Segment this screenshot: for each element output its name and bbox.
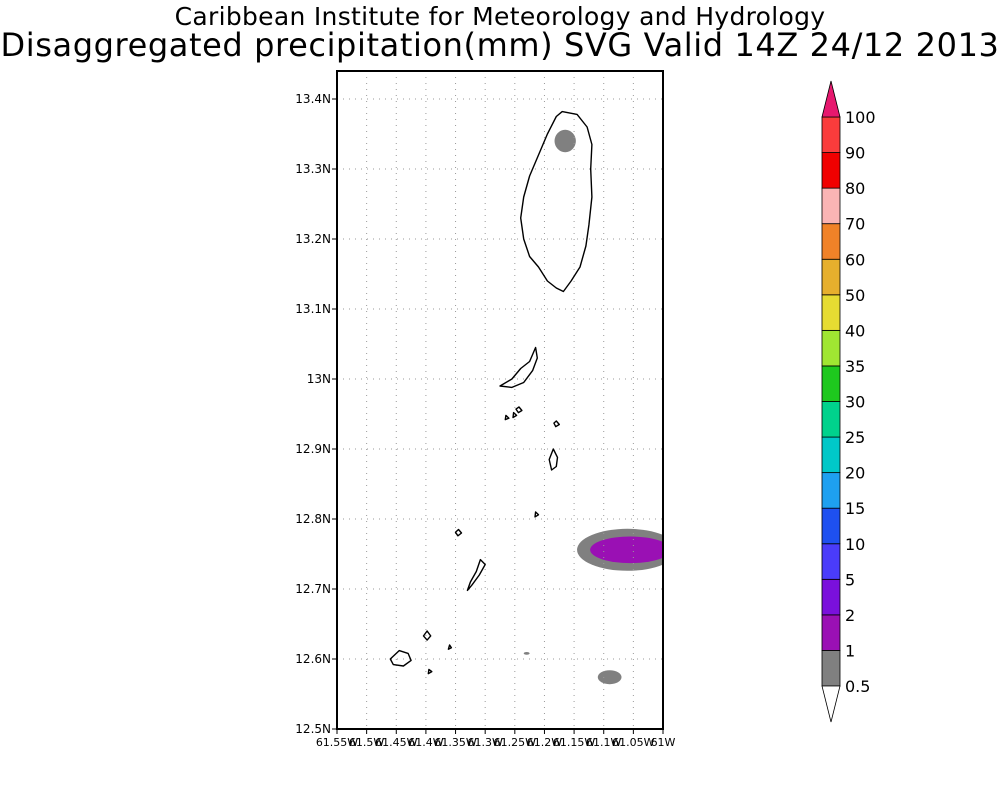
lon-tick-label: 61.15W xyxy=(553,736,595,749)
colorbar-segment xyxy=(821,401,841,438)
lat-tick-label: 12.5N xyxy=(295,722,331,736)
lat-tick-label: 13.3N xyxy=(295,162,331,176)
colorbar-segment xyxy=(821,472,841,509)
colorbar-label: 2 xyxy=(845,606,855,625)
lat-tick-label: 13.1N xyxy=(295,302,331,316)
lat-tick-label: 12.8N xyxy=(295,512,331,526)
colorbar-segment xyxy=(821,152,841,189)
precipitation-layer xyxy=(523,129,663,685)
colorbar-label: 25 xyxy=(845,428,865,447)
lat-tick-label: 12.6N xyxy=(295,652,331,666)
lat-tick-label: 13.2N xyxy=(295,232,331,246)
colorbar-lower-arrow xyxy=(821,685,841,723)
colorbar-label: 10 xyxy=(845,535,865,554)
colorbar-label: 5 xyxy=(845,570,855,589)
island-outline xyxy=(515,406,523,414)
colorbar-segment xyxy=(821,258,841,296)
lon-tick-label: 61.4W xyxy=(408,736,443,749)
island-outline xyxy=(447,644,453,650)
coastline-layer xyxy=(389,110,593,675)
island-outline xyxy=(553,420,560,428)
island-outline xyxy=(454,528,463,537)
precip-area-1-2 xyxy=(590,536,663,564)
island-outline xyxy=(548,448,559,471)
lat-tick-label: 12.7N xyxy=(295,582,331,596)
colorbar-label: 30 xyxy=(845,393,865,412)
map-gridlines xyxy=(337,71,664,729)
colorbar-segment xyxy=(821,507,841,545)
title-line-2: Disaggregated precipitation(mm) SVG Vali… xyxy=(0,26,1000,64)
colorbar-label: 50 xyxy=(845,286,865,305)
lon-tick-label: 61W xyxy=(651,736,676,749)
island-outline xyxy=(512,411,518,419)
lon-tick-label: 61.2W xyxy=(527,736,562,749)
title-line-1: Caribbean Institute for Meteorology and … xyxy=(174,2,826,31)
colorbar-label: 35 xyxy=(845,357,865,376)
map-frame xyxy=(336,70,664,730)
island-outline xyxy=(520,110,593,293)
colorbar-segment xyxy=(821,294,841,331)
latitude-axis: 12.5N 12.6N 12.7N 12.8N 12.9N 13N 13.1N 13.2N 13… xyxy=(295,92,337,736)
colorbar-segment xyxy=(821,578,841,616)
precip-area-0.5-1 xyxy=(554,129,576,153)
colorbar-segment xyxy=(821,116,841,153)
colorbar-segment xyxy=(821,365,841,402)
colorbar-label: 15 xyxy=(845,499,865,518)
colorbar-segment xyxy=(821,543,841,580)
lon-tick-label: 61.05W xyxy=(612,736,654,749)
colorbar-segment xyxy=(821,187,841,225)
colorbar-segment xyxy=(821,436,841,474)
colorbar-segment xyxy=(821,223,841,260)
lon-tick-label: 61.35W xyxy=(434,736,476,749)
colorbar-upper-arrow xyxy=(821,80,841,118)
colorbar-segment xyxy=(821,329,841,367)
island-outline xyxy=(466,558,486,592)
colorbar-label: 40 xyxy=(845,321,865,340)
lon-tick-label: 61.25W xyxy=(494,736,536,749)
lon-tick-label: 61.45W xyxy=(375,736,417,749)
colorbar-label: 80 xyxy=(845,179,865,198)
colorbar-segment xyxy=(821,614,841,651)
precip-area-0.5-1 xyxy=(523,652,530,655)
lat-tick-label: 13.4N xyxy=(295,92,331,106)
colorbar-label: 90 xyxy=(845,144,865,163)
lon-tick-label: 61.55W xyxy=(316,736,358,749)
colorbar-label: 70 xyxy=(845,215,865,234)
island-outline xyxy=(422,630,432,641)
lon-tick-label: 61.5W xyxy=(349,736,384,749)
island-outline xyxy=(389,649,412,667)
colorbar-label: 0.5 xyxy=(845,677,870,696)
colorbar-label: 1 xyxy=(845,641,855,660)
island-outline xyxy=(427,668,433,675)
lon-tick-label: 61.1W xyxy=(586,736,621,749)
colorbar-label: 100 xyxy=(845,108,876,127)
lat-tick-label: 12.9N xyxy=(295,442,331,456)
precip-area-0.5-1 xyxy=(597,670,622,685)
island-outline xyxy=(504,414,510,421)
island-outline xyxy=(499,346,538,389)
colorbar-label: 20 xyxy=(845,464,865,483)
colorbar-segment xyxy=(821,650,841,687)
lat-tick-label: 13N xyxy=(307,372,331,386)
island-outline xyxy=(534,511,540,518)
lon-tick-label: 61.3W xyxy=(467,736,502,749)
longitude-axis: 61.55W61.5W61.45W61.4W61.35W61.3W61.25W6… xyxy=(316,729,676,749)
colorbar-label: 60 xyxy=(845,250,865,269)
